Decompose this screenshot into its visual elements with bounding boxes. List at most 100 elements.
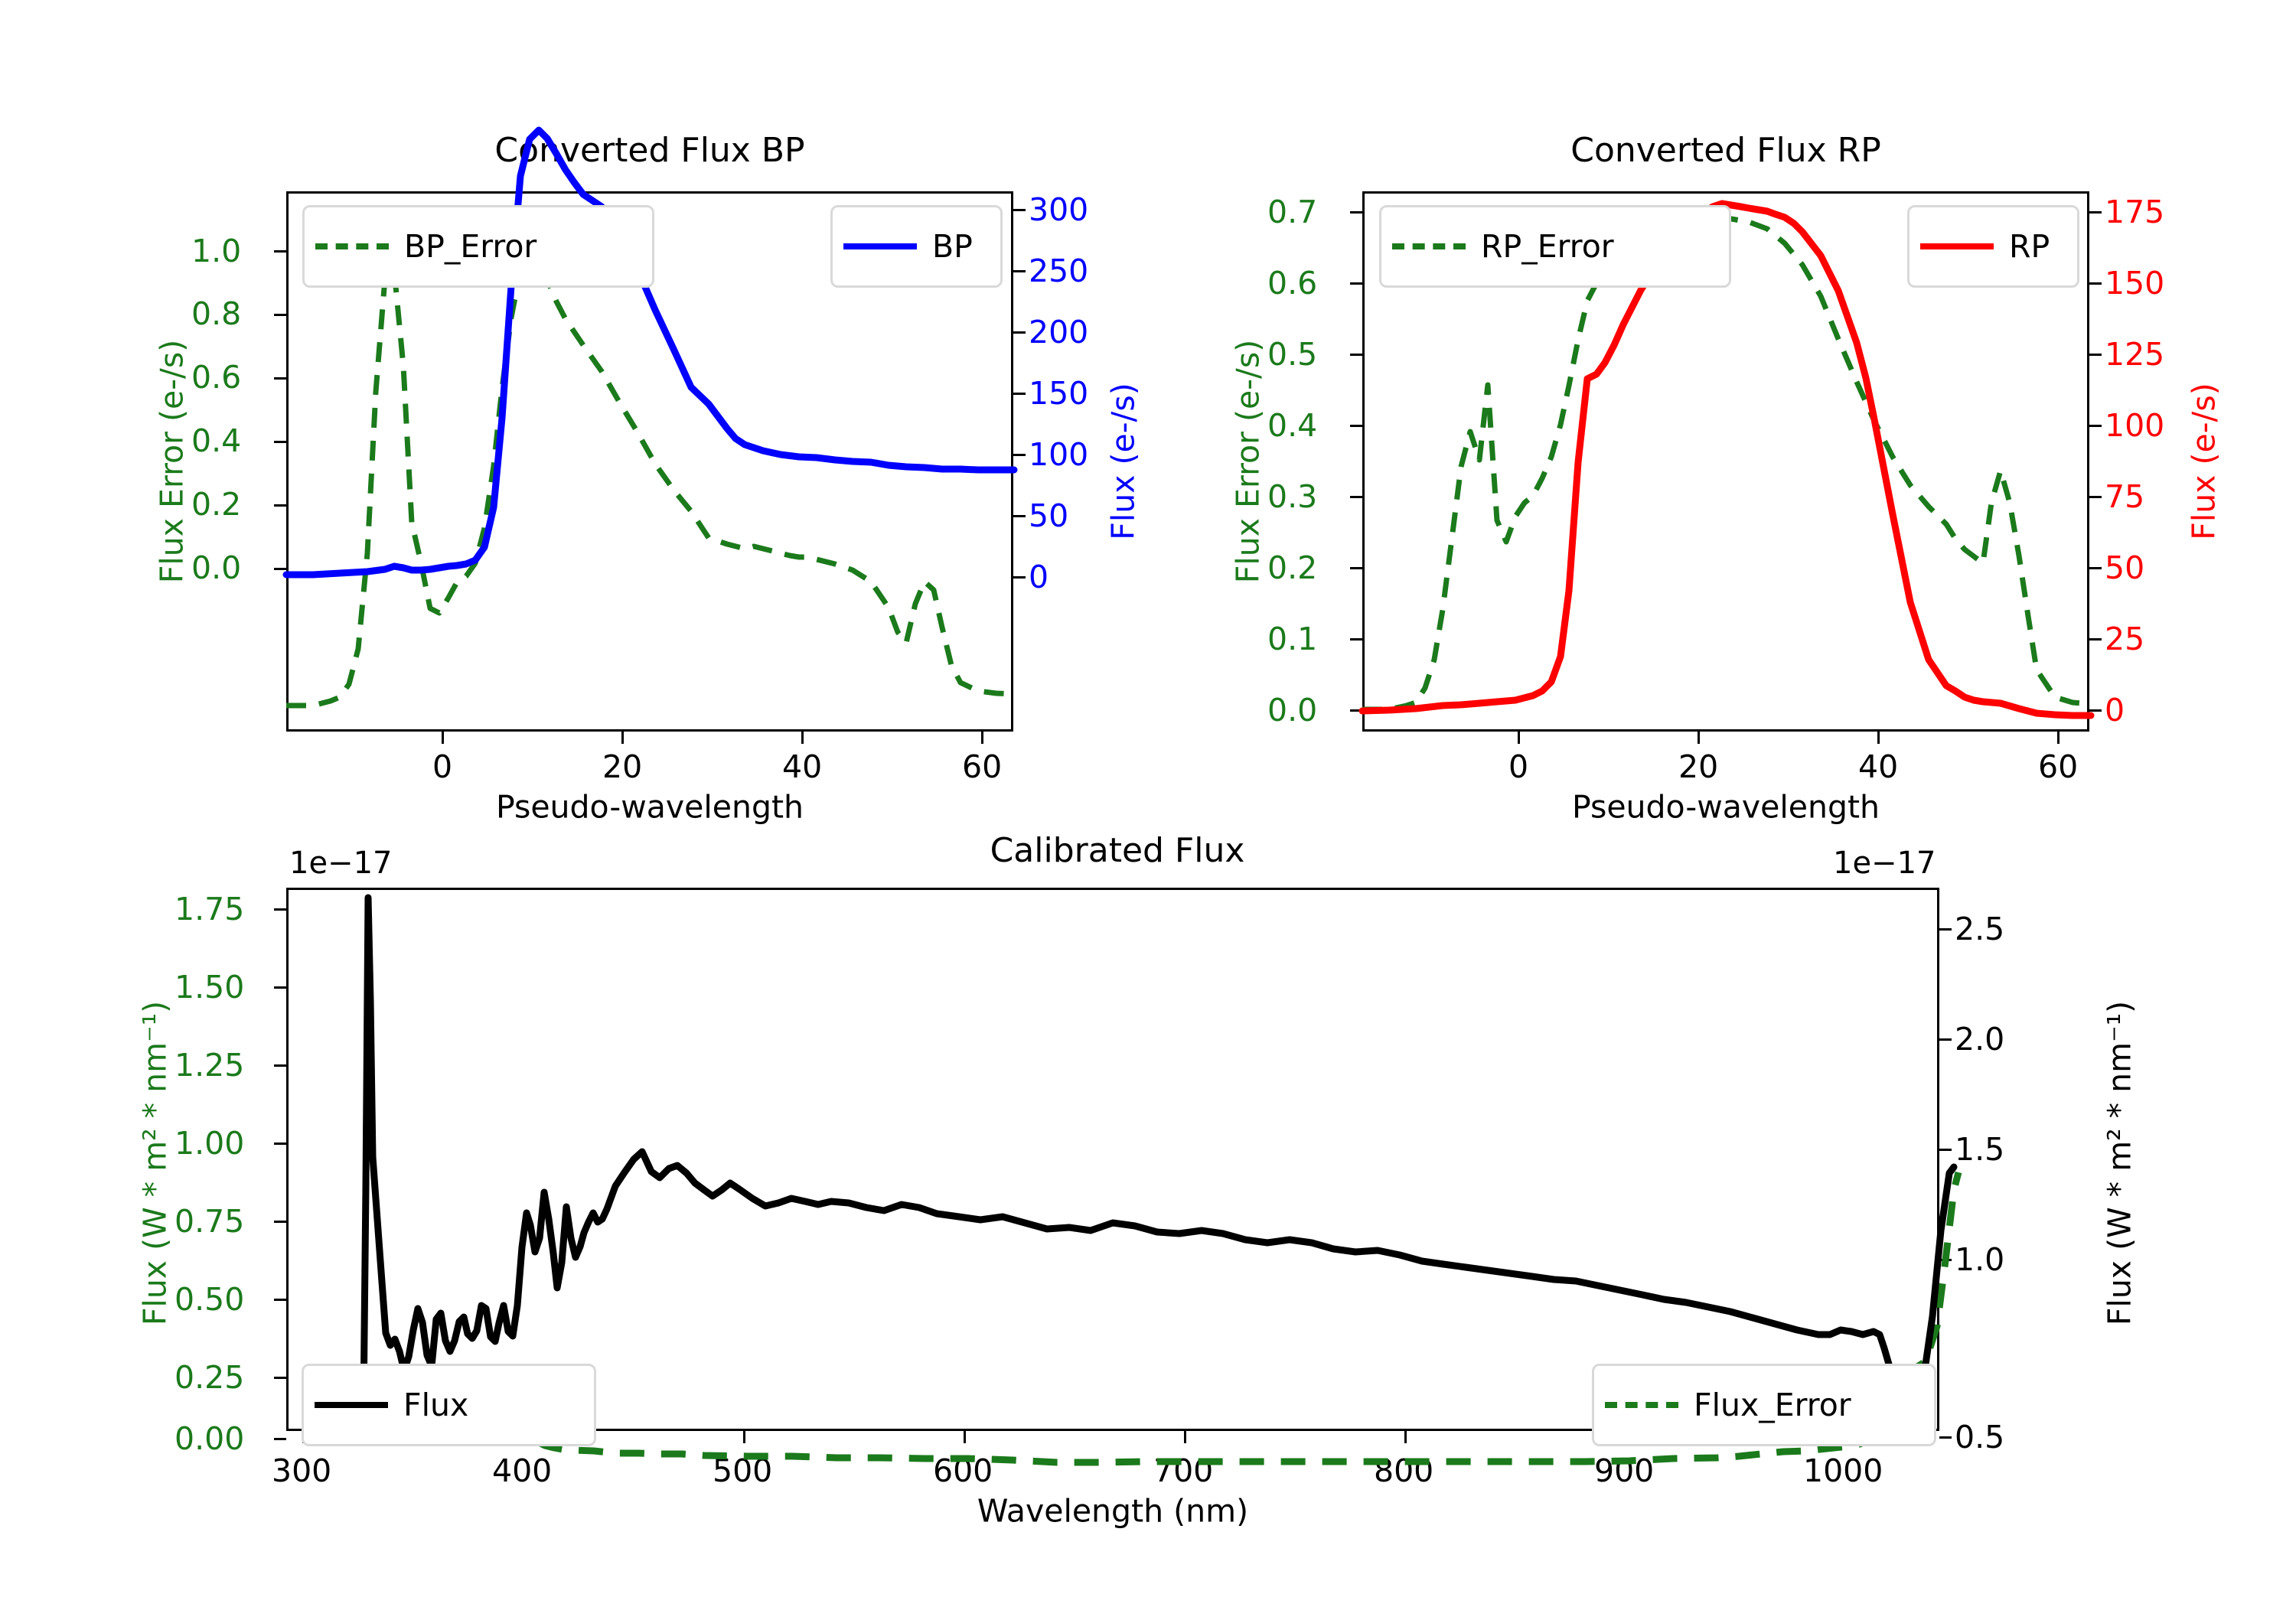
rp-tick-right xyxy=(2089,425,2102,427)
rp-ytick-left-0-3: 0.3 xyxy=(1267,478,1318,515)
rp-ytick-left-0-2: 0.2 xyxy=(1267,549,1318,586)
cal-ytick-right-1-0: 1.0 xyxy=(1955,1241,2005,1278)
rp-tick-right xyxy=(2089,496,2102,498)
cal-ytick-left-1-25: 1.25 xyxy=(174,1047,245,1084)
bp-tick-x xyxy=(621,732,624,744)
rp-ytick-right-175: 175 xyxy=(2105,194,2165,230)
bp-tick-x xyxy=(442,732,444,744)
cal-tick-left xyxy=(274,986,286,989)
rp-tick-right xyxy=(2089,567,2102,569)
bp-xtick-0: 0 xyxy=(432,748,453,785)
rp-tick-x xyxy=(1518,732,1520,744)
rp-error-curve xyxy=(1362,209,2092,712)
cal-xaxis-label: Wavelength (nm) xyxy=(977,1492,1249,1530)
rp-legend-flux[interactable]: RP xyxy=(1907,205,2079,288)
calibrated-plot-frame xyxy=(286,888,1939,1431)
bp-ytick-left-0-4: 0.4 xyxy=(191,422,242,459)
calibrated-flux-legend-swatch xyxy=(315,1402,388,1408)
calibrated-flux-curve xyxy=(360,894,1958,1413)
cal-tick-left xyxy=(274,1377,286,1379)
rp-xaxis-label: Pseudo-wavelength xyxy=(1571,788,1880,826)
bp-tick-left xyxy=(274,441,286,443)
bp-ytick-right-200: 200 xyxy=(1029,314,1089,350)
rp-flux-legend-swatch xyxy=(1920,243,1994,249)
bp-tick-left xyxy=(274,314,286,316)
rp-ytick-right-150: 150 xyxy=(2105,265,2165,302)
rp-panel-title: Converted Flux RP xyxy=(1570,131,1881,170)
rp-tick-left xyxy=(1350,638,1362,641)
rp-tick-left xyxy=(1350,709,1362,712)
bp-clip-group xyxy=(282,126,1018,709)
bp-tick-right xyxy=(1013,576,1026,579)
cal-ytick-left-1-00: 1.00 xyxy=(174,1125,245,1162)
bp-ytick-left-0-6: 0.6 xyxy=(191,359,242,396)
rp-ytick-left-0-6: 0.6 xyxy=(1267,265,1318,302)
rp-tick-left xyxy=(1350,425,1362,427)
rp-flux-legend-label: RP xyxy=(2009,227,2050,265)
bp-ytick-right-250: 250 xyxy=(1029,253,1089,289)
rp-ytick-right-75: 75 xyxy=(2105,478,2145,515)
rp-tick-right xyxy=(2089,354,2102,356)
rp-tick-right xyxy=(2089,638,2102,641)
bp-ytick-left-0-2: 0.2 xyxy=(191,486,242,523)
cal-xtick-300: 300 xyxy=(272,1452,332,1489)
bp-tick-right xyxy=(1013,393,1026,395)
rp-xtick-0: 0 xyxy=(1508,748,1529,785)
bp-error-curve xyxy=(286,246,1015,709)
rp-ytick-right-100: 100 xyxy=(2105,407,2165,444)
bp-tick-x xyxy=(981,732,983,744)
rp-tick-x xyxy=(1698,732,1700,744)
bp-legend-flux[interactable]: BP xyxy=(830,205,1003,288)
cal-tick-x xyxy=(743,1431,745,1443)
cal-ytick-right-0-5: 0.5 xyxy=(1955,1419,2005,1455)
rp-tick-left xyxy=(1350,211,1362,214)
rp-tick-left xyxy=(1350,282,1362,285)
rp-tick-left xyxy=(1350,567,1362,569)
calibrated-panel-title: Calibrated Flux xyxy=(990,831,1245,870)
bp-ytick-right-0: 0 xyxy=(1029,559,1049,595)
calibrated-flux-error-legend-label: Flux_Error xyxy=(1694,1386,1851,1423)
rp-error-legend-swatch xyxy=(1392,243,1466,249)
bp-xtick-40: 40 xyxy=(782,748,823,785)
bp-tick-right xyxy=(1013,270,1026,272)
bp-xtick-60: 60 xyxy=(962,748,1003,785)
cal-ytick-left-0-75: 0.75 xyxy=(174,1203,245,1240)
rp-tick-left xyxy=(1350,496,1362,498)
bp-tick-left xyxy=(274,568,286,570)
calibrated-flux-legend-label: Flux xyxy=(403,1386,469,1423)
bp-tick-right xyxy=(1013,515,1026,517)
cal-xtick-500: 500 xyxy=(713,1452,773,1489)
rp-legend-error[interactable]: RP_Error xyxy=(1379,205,1731,288)
cal-tick-x xyxy=(964,1431,966,1443)
rp-ytick-right-0: 0 xyxy=(2105,692,2125,729)
cal-tick-right xyxy=(1939,1149,1952,1151)
bp-ytick-left-1-0: 1.0 xyxy=(191,233,242,269)
bp-tick-right xyxy=(1013,331,1026,334)
bp-xaxis-label: Pseudo-wavelength xyxy=(495,788,804,826)
rp-tick-right xyxy=(2089,282,2102,285)
bp-xtick-20: 20 xyxy=(602,748,643,785)
calibrated-offset-left: 1e−17 xyxy=(289,846,393,881)
cal-xtick-1000: 1000 xyxy=(1803,1452,1883,1489)
rp-tick-right xyxy=(2089,709,2102,712)
cal-xtick-400: 400 xyxy=(492,1452,553,1489)
cal-tick-left xyxy=(274,908,286,911)
bp-tick-right xyxy=(1013,454,1026,456)
cal-tick-right xyxy=(1939,1436,1952,1439)
calibrated-offset-right: 1e−17 xyxy=(1833,846,1936,881)
cal-ytick-left-0-25: 0.25 xyxy=(174,1359,245,1396)
rp-xtick-60: 60 xyxy=(2038,748,2079,785)
rp-ytick-right-50: 50 xyxy=(2105,549,2145,586)
cal-tick-left xyxy=(274,1299,286,1301)
calibrated-legend-flux-error[interactable]: Flux_Error xyxy=(1592,1364,1936,1446)
rp-ytick-left-0-5: 0.5 xyxy=(1267,336,1318,373)
calibrated-flux-error-legend-swatch xyxy=(1605,1402,1678,1408)
rp-xtick-20: 20 xyxy=(1678,748,1719,785)
calibrated-legend-flux[interactable]: Flux xyxy=(302,1364,596,1446)
bp-flux-legend-swatch xyxy=(843,243,917,249)
cal-tick-x xyxy=(1184,1431,1186,1443)
rp-tick-left xyxy=(1350,354,1362,356)
bp-legend-error[interactable]: BP_Error xyxy=(302,205,654,288)
